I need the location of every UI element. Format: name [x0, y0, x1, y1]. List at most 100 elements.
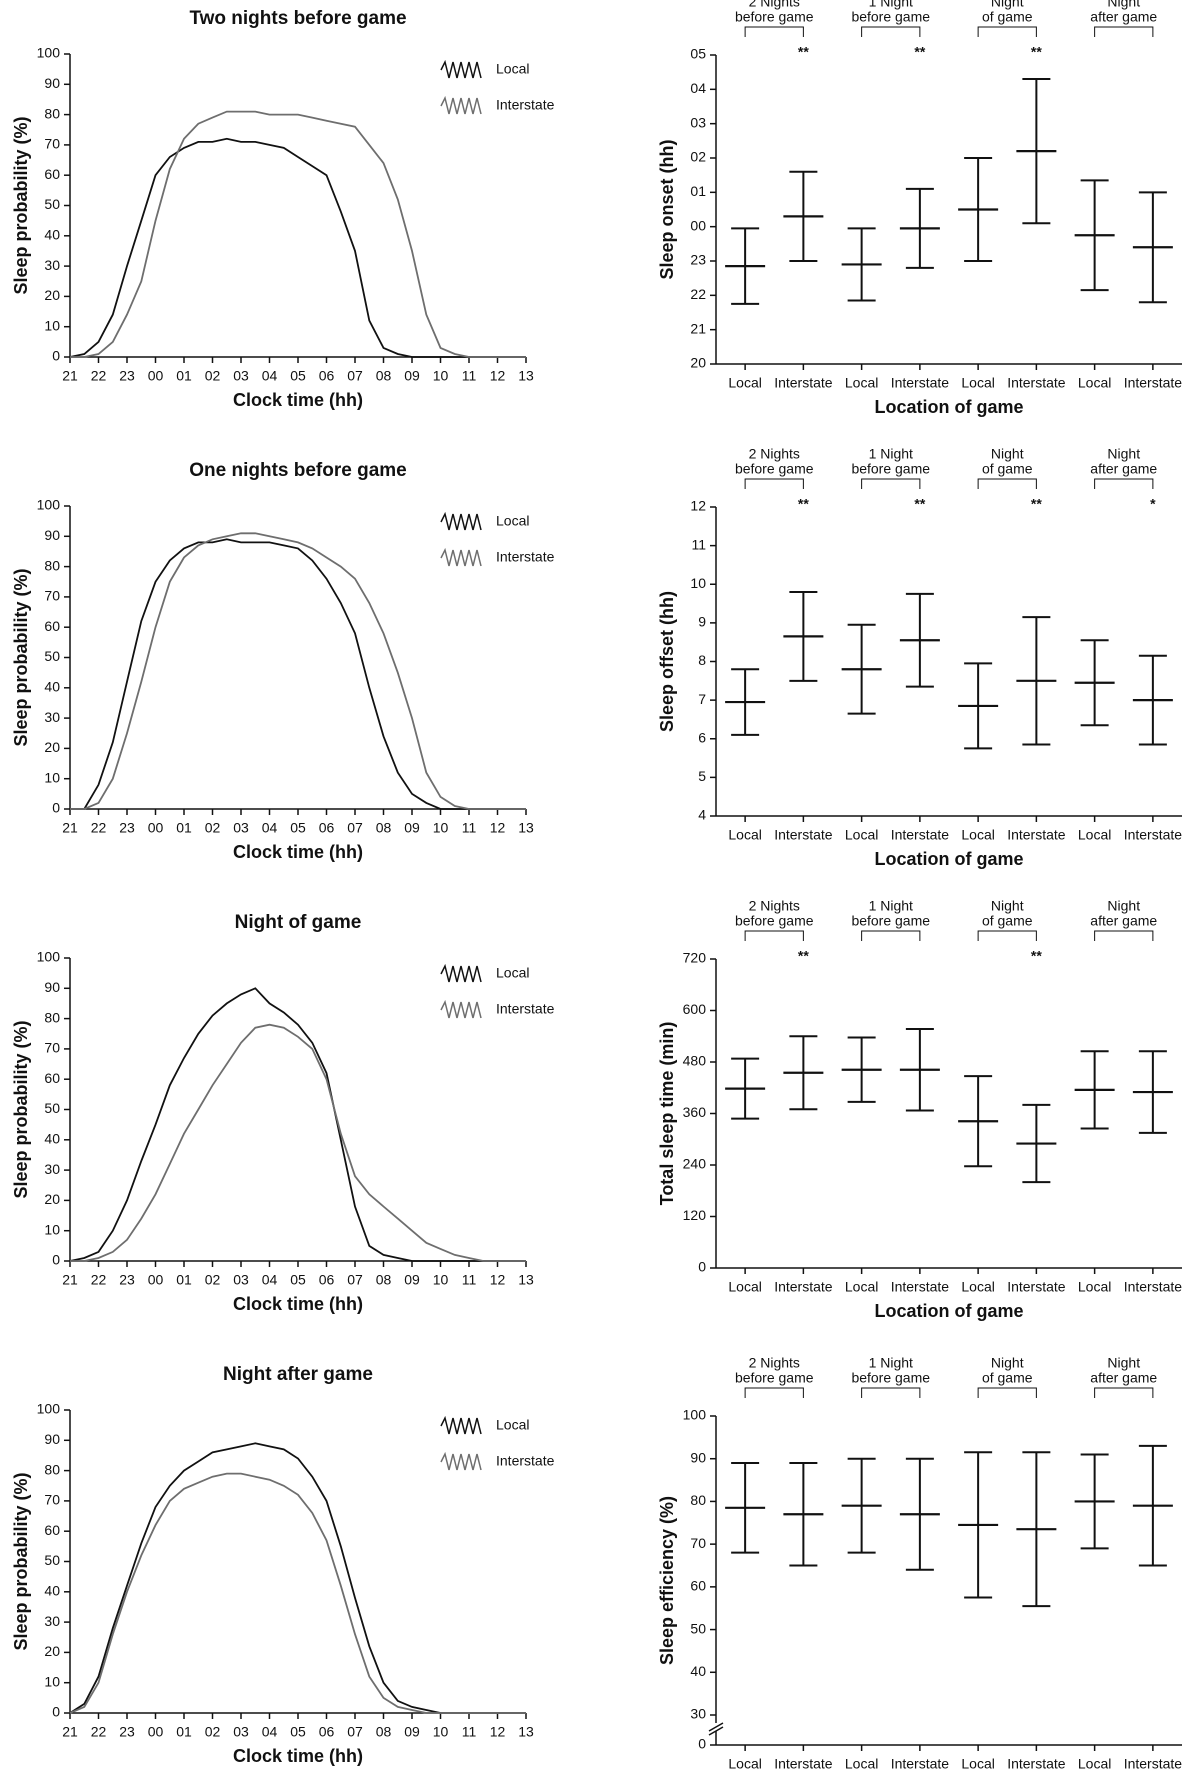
significance: ** — [1031, 44, 1042, 60]
x-tick-label: 06 — [319, 1272, 335, 1288]
axis-break — [708, 1726, 724, 1736]
x-tick-label: 11 — [462, 1272, 477, 1288]
y-axis-label: Sleep offset (hh) — [657, 591, 677, 732]
x-tick-label: 05 — [290, 1272, 306, 1288]
y-tick-label: 6 — [698, 729, 706, 745]
group-label: 1 Night — [869, 1355, 913, 1371]
x-tick-label: 05 — [290, 1724, 306, 1740]
x-tick-label: Interstate — [774, 827, 833, 843]
significance: ** — [1031, 948, 1042, 964]
y-tick-label: 30 — [44, 709, 60, 725]
x-tick-label: 23 — [119, 1724, 135, 1740]
x-tick-label: Local — [728, 1756, 761, 1772]
y-tick-label: 30 — [44, 1161, 60, 1177]
group-bracket — [744, 26, 804, 37]
y-tick-label: 01 — [690, 183, 706, 199]
y-tick-label: 60 — [44, 1522, 60, 1538]
y-tick-label: 50 — [44, 1552, 60, 1568]
y-tick-label: 50 — [44, 1100, 60, 1116]
y-tick-label: 90 — [44, 979, 60, 995]
y-tick-label: 70 — [44, 1492, 60, 1508]
y-tick-label: 50 — [44, 196, 60, 212]
legend-label: Local — [496, 513, 529, 529]
significance: ** — [914, 44, 925, 60]
x-tick-label: 03 — [233, 1272, 249, 1288]
group-label: of game — [982, 461, 1033, 477]
y-tick-label: 600 — [683, 1001, 707, 1017]
y-tick-label: 60 — [44, 1070, 60, 1086]
y-tick-label: 70 — [44, 136, 60, 152]
panel: 0 120 240 360 480 600 720 Total sleep time (min… — [657, 898, 1183, 1321]
group-label: Night — [991, 446, 1024, 462]
y-tick-label: 7 — [698, 691, 706, 707]
y-tick-label: 90 — [690, 1449, 706, 1465]
y-tick-label: 02 — [690, 149, 706, 165]
group-bracket — [744, 1387, 804, 1398]
y-tick-label: 70 — [690, 1535, 706, 1551]
x-tick-label: 02 — [205, 368, 221, 384]
series-line — [69, 1442, 526, 1714]
x-tick-label: 07 — [347, 368, 363, 384]
x-tick-label: Interstate — [1007, 1756, 1066, 1772]
chart-title: Night of game — [235, 912, 362, 933]
x-tick-label: 11 — [462, 1724, 477, 1740]
legend-swatch — [440, 547, 482, 567]
y-tick-label: 240 — [683, 1156, 707, 1172]
y-tick-label: 90 — [44, 527, 60, 543]
x-tick-label: 10 — [433, 368, 449, 384]
x-axis-label: Clock time (hh) — [233, 842, 363, 862]
x-tick-label: 05 — [290, 820, 306, 836]
y-tick-label: 12 — [690, 498, 706, 514]
y-axis-label: Total sleep time (min) — [657, 1022, 677, 1206]
y-tick-label: 480 — [683, 1053, 707, 1069]
y-tick-label: 100 — [37, 1401, 61, 1417]
y-axis-label: Sleep onset (hh) — [657, 139, 677, 279]
y-tick-label: 0 — [52, 1704, 60, 1720]
x-axis-label: Clock time (hh) — [233, 390, 363, 410]
legend-label: Local — [496, 965, 529, 981]
x-tick-label: 00 — [148, 1724, 164, 1740]
y-tick-label: 20 — [44, 739, 60, 755]
x-tick-label: 13 — [518, 1272, 534, 1288]
x-tick-label: 13 — [518, 1724, 534, 1740]
y-tick-label: 40 — [44, 679, 60, 695]
group-bracket — [1094, 26, 1154, 37]
y-tick-label: 80 — [690, 1492, 706, 1508]
x-tick-label: Interstate — [1007, 1279, 1066, 1295]
group-label: before game — [851, 1370, 930, 1386]
y-tick-label: 50 — [44, 648, 60, 664]
x-tick-label: 04 — [262, 368, 278, 384]
x-tick-label: Interstate — [774, 1756, 833, 1772]
y-tick-label: 70 — [44, 588, 60, 604]
y-tick-label: 100 — [683, 1407, 707, 1423]
significance: ** — [914, 496, 925, 512]
group-label: Night — [1107, 0, 1140, 10]
x-tick-label: Local — [845, 827, 878, 843]
y-tick-label: 04 — [690, 80, 706, 96]
x-tick-label: Interstate — [1124, 375, 1183, 391]
x-tick-label: 09 — [404, 1272, 420, 1288]
y-tick-label: 0 — [52, 800, 60, 816]
group-label: Night — [1107, 1355, 1140, 1371]
group-bracket — [977, 26, 1037, 37]
y-tick-label: 9 — [698, 614, 706, 630]
y-tick-label: 00 — [690, 217, 706, 233]
y-tick-label: 80 — [44, 1461, 60, 1477]
group-bracket — [977, 930, 1037, 941]
x-tick-label: Local — [1078, 375, 1111, 391]
group-label: Night — [991, 1355, 1024, 1371]
x-tick-label: 22 — [91, 1272, 107, 1288]
y-tick-label: 10 — [44, 1673, 60, 1689]
x-tick-label: Local — [845, 375, 878, 391]
x-tick-label: 07 — [347, 1272, 363, 1288]
group-label: 2 Nights — [749, 0, 800, 10]
group-bracket — [861, 1387, 921, 1398]
x-tick-label: 02 — [205, 1272, 221, 1288]
x-tick-label: 13 — [518, 368, 534, 384]
y-tick-label: 20 — [44, 1191, 60, 1207]
chart-title: Two nights before game — [189, 8, 406, 29]
x-tick-label: Local — [1078, 1279, 1111, 1295]
x-tick-label: 04 — [262, 1724, 278, 1740]
x-tick-label: 07 — [347, 1724, 363, 1740]
panel: 20 21 22 23 00 01 02 03 04 05 Sleep onset (hh) 2 Ni… — [657, 0, 1183, 417]
